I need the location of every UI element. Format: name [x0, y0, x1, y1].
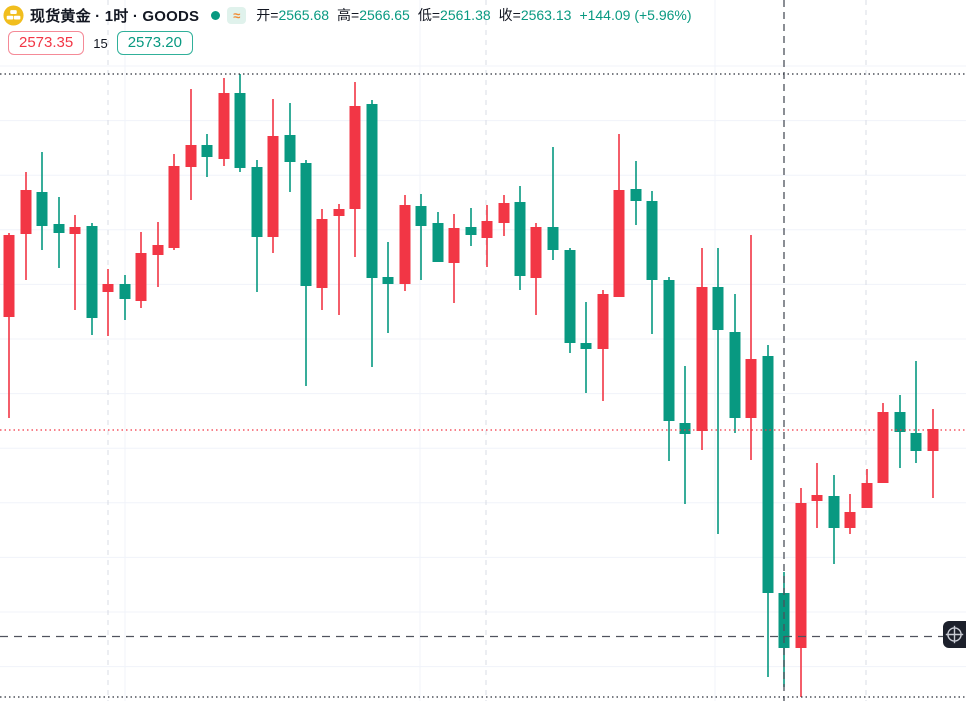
candle: [432, 212, 444, 262]
low-value: 2561.38: [440, 7, 491, 23]
candle: [168, 154, 180, 250]
gold-bars-icon[interactable]: [3, 4, 24, 26]
candle: [53, 197, 65, 268]
candle: [630, 161, 642, 225]
candle: [712, 248, 724, 534]
candle: [20, 172, 32, 280]
crosshair-plus-icon: [945, 625, 964, 644]
candle: [234, 74, 246, 172]
buy-price-button[interactable]: 2573.20: [116, 31, 193, 55]
candle: [152, 222, 164, 287]
symbol-title[interactable]: 现货黄金 · 1时 · GOODS: [30, 7, 200, 25]
candle: [448, 214, 460, 303]
candle: [679, 366, 691, 504]
candle: [811, 463, 823, 528]
ohlc-readout: 开= 2565.68 高= 2566.65 低= 2561.38 收= 2563.13 …: [256, 5, 691, 25]
candle: [514, 186, 526, 290]
candle: [762, 345, 774, 677]
candle: [366, 100, 378, 367]
candle: [696, 248, 708, 450]
spread-value: 15: [93, 35, 108, 51]
candle: [580, 302, 592, 393]
close-value: 2563.13: [520, 7, 572, 23]
candle: [102, 269, 114, 336]
candle: [564, 248, 576, 353]
candle: [185, 89, 197, 200]
candle: [663, 277, 675, 461]
candle: [415, 194, 427, 280]
candle: [69, 215, 81, 310]
open-label: 开=: [256, 7, 279, 23]
candle: [300, 160, 312, 386]
candle: [910, 361, 922, 463]
candle: [284, 103, 296, 192]
candle: [3, 233, 15, 418]
high-label: 高=: [337, 7, 360, 23]
high-value: 2566.65: [359, 7, 410, 23]
candle: [597, 290, 609, 401]
candle: [844, 494, 856, 534]
candle: [36, 152, 48, 250]
candle: [267, 99, 279, 253]
candle: [894, 395, 906, 468]
candle: [481, 205, 493, 267]
candle: [861, 469, 873, 508]
candle: [316, 209, 328, 310]
candle: [333, 204, 345, 315]
market-open-dot-icon[interactable]: [211, 10, 221, 20]
close-label: 收=: [498, 7, 521, 23]
candle: [613, 134, 625, 297]
candle: [135, 232, 147, 308]
candle: [927, 409, 939, 498]
candle: [828, 475, 840, 564]
bid-ask-row: 2573.35 15 2573.20: [8, 31, 692, 55]
sell-price-button[interactable]: 2573.35: [8, 31, 85, 55]
approx-data-badge[interactable]: ≈: [227, 6, 247, 24]
candle: [530, 223, 542, 315]
symbol-row: 现货黄金 · 1时 · GOODS ≈ 开= 2565.68 高= 2566.65 …: [3, 4, 692, 26]
candle: [745, 235, 757, 460]
candle: [795, 488, 807, 697]
candle: [729, 294, 741, 433]
candle: [251, 160, 263, 292]
candle: [547, 147, 559, 260]
candle: [119, 275, 131, 320]
scroll-to-latest-button[interactable]: [943, 621, 966, 648]
candle: [399, 195, 411, 291]
change-value: +144.09 (+5.96%): [579, 7, 692, 23]
candle: [498, 195, 510, 236]
candle: [349, 82, 361, 257]
candle: [218, 78, 230, 166]
candle: [465, 208, 477, 246]
candle: [86, 223, 98, 335]
candle: [877, 403, 889, 483]
chart-header: 现货黄金 · 1时 · GOODS ≈ 开= 2565.68 高= 2566.65 …: [3, 4, 692, 55]
open-value: 2565.68: [278, 7, 330, 23]
candle: [646, 191, 658, 334]
candle: [201, 134, 213, 177]
low-label: 低=: [417, 7, 441, 23]
candle: [382, 242, 394, 333]
